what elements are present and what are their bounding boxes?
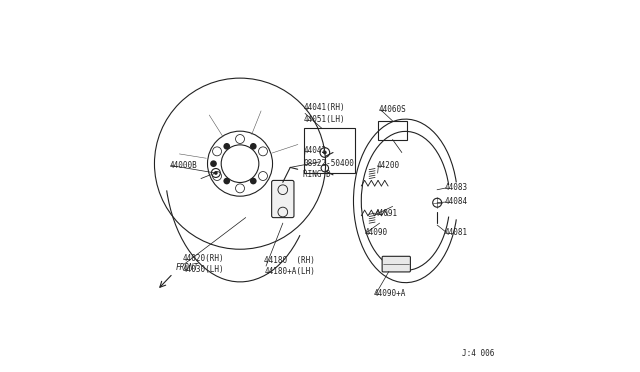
Text: 44000B: 44000B <box>170 161 197 170</box>
Circle shape <box>250 143 257 150</box>
Text: 44060S: 44060S <box>379 105 406 114</box>
Circle shape <box>223 178 230 185</box>
Text: 08922-50400
RING D: 08922-50400 RING D <box>303 159 354 179</box>
Text: 44084: 44084 <box>445 198 468 206</box>
Circle shape <box>223 143 230 150</box>
Text: J:4 006: J:4 006 <box>463 349 495 358</box>
Text: 44041(RH)
44051(LH): 44041(RH) 44051(LH) <box>303 103 345 124</box>
FancyBboxPatch shape <box>271 180 294 218</box>
Text: 44020(RH)
44030(LH): 44020(RH) 44030(LH) <box>182 254 224 274</box>
Circle shape <box>323 151 326 154</box>
Circle shape <box>210 160 217 167</box>
Text: 44180  (RH)
44180+A(LH): 44180 (RH) 44180+A(LH) <box>264 256 315 276</box>
Text: 44081: 44081 <box>445 228 468 237</box>
Bar <box>305 128 355 173</box>
Text: 44090+A: 44090+A <box>374 289 406 298</box>
Text: 44091: 44091 <box>375 209 398 218</box>
Bar <box>378 121 408 140</box>
Text: 44090: 44090 <box>365 228 388 237</box>
Text: 44042: 44042 <box>303 146 326 155</box>
Text: 44200: 44200 <box>376 161 399 170</box>
Circle shape <box>250 178 257 185</box>
Text: 44083: 44083 <box>445 183 468 192</box>
FancyBboxPatch shape <box>382 256 410 272</box>
Text: FRONT: FRONT <box>175 263 199 272</box>
Circle shape <box>214 171 218 175</box>
